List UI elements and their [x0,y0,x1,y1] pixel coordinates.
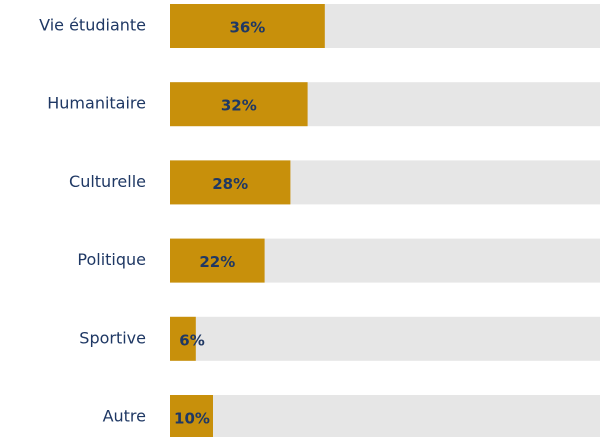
category-label: Humanitaire [47,94,146,113]
category-label: Sportive [79,328,146,347]
track [170,395,600,437]
value-label: 32% [221,97,257,115]
category-label: Culturelle [69,172,146,191]
bar [170,395,213,437]
value-label: 22% [199,253,235,271]
value-label: 36% [229,19,265,37]
track [170,316,600,361]
bar [170,316,196,361]
bar [170,82,308,127]
category-label: Autre [103,407,146,426]
value-label: 10% [174,410,210,428]
value-label: 6% [179,331,204,349]
category-label: Vie étudiante [39,16,146,35]
value-label: 28% [212,175,248,193]
bar [170,4,325,48]
bar [170,238,265,283]
category-label: Politique [77,250,146,269]
bar [170,160,291,205]
